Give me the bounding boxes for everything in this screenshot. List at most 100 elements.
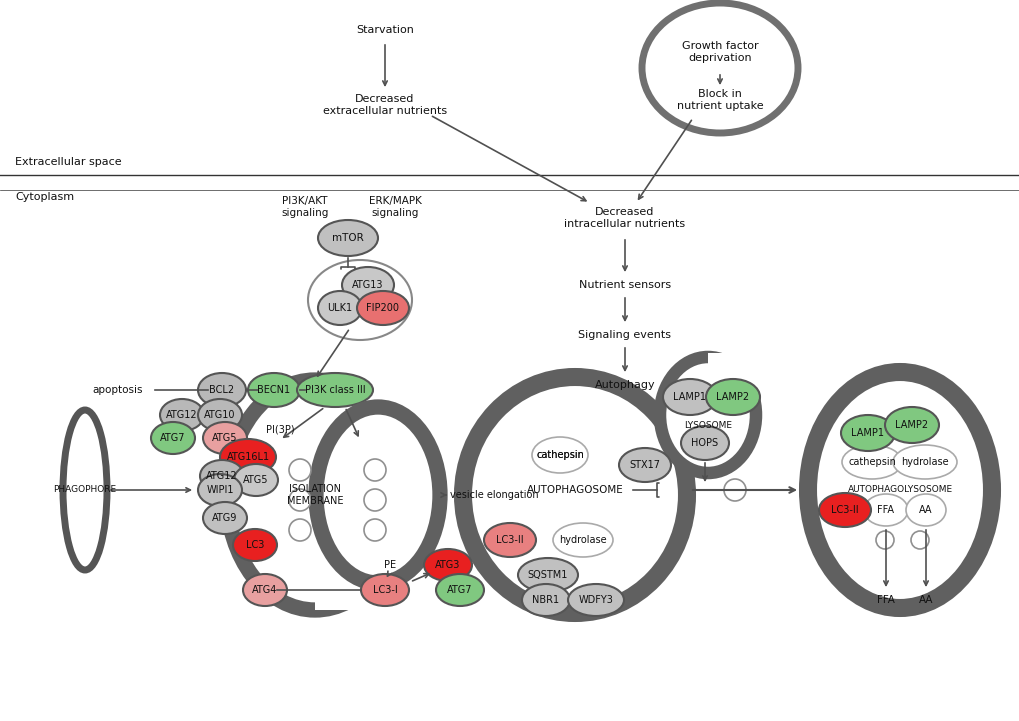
Ellipse shape <box>641 3 797 133</box>
Ellipse shape <box>522 584 570 616</box>
Ellipse shape <box>841 415 894 451</box>
Text: BCL2: BCL2 <box>209 385 234 395</box>
Text: LAMP1: LAMP1 <box>851 428 883 438</box>
Text: PI(3P): PI(3P) <box>265 425 294 435</box>
Text: ULK1: ULK1 <box>327 303 353 313</box>
Text: LYSOSOME: LYSOSOME <box>684 420 732 430</box>
Text: WIPI1: WIPI1 <box>206 485 233 495</box>
Text: hydrolase: hydrolase <box>558 535 606 545</box>
Ellipse shape <box>198 373 246 407</box>
Ellipse shape <box>357 291 409 325</box>
Text: AUTOPHAGOSOME: AUTOPHAGOSOME <box>526 485 623 495</box>
Text: WDFY3: WDFY3 <box>578 595 612 605</box>
Text: Nutrient sensors: Nutrient sensors <box>579 280 671 290</box>
Text: PI3K class III: PI3K class III <box>305 385 365 395</box>
Text: LAMP2: LAMP2 <box>715 392 749 402</box>
Ellipse shape <box>463 377 687 613</box>
Text: ERK/MAPK
signaling: ERK/MAPK signaling <box>368 196 421 218</box>
Text: LAMP1: LAMP1 <box>673 392 706 402</box>
Ellipse shape <box>532 437 587 473</box>
Ellipse shape <box>318 220 378 256</box>
Ellipse shape <box>316 407 439 583</box>
Ellipse shape <box>232 529 277 561</box>
Text: LAMP2: LAMP2 <box>895 420 927 430</box>
Ellipse shape <box>200 460 244 492</box>
Ellipse shape <box>619 448 671 482</box>
Circle shape <box>875 531 893 549</box>
Ellipse shape <box>518 558 578 592</box>
Text: Starvation: Starvation <box>356 25 414 35</box>
Ellipse shape <box>905 494 945 526</box>
Text: LC3-I: LC3-I <box>372 585 397 595</box>
Text: Extracellular space: Extracellular space <box>15 157 121 167</box>
Text: PI3K/AKT
signaling: PI3K/AKT signaling <box>281 196 328 218</box>
Circle shape <box>288 519 311 541</box>
Text: Decreased
extracellular nutrients: Decreased extracellular nutrients <box>323 94 446 116</box>
Ellipse shape <box>484 523 535 557</box>
Ellipse shape <box>220 439 276 475</box>
Ellipse shape <box>892 445 956 479</box>
Ellipse shape <box>659 357 755 473</box>
Ellipse shape <box>424 549 472 581</box>
Text: PE: PE <box>383 560 395 570</box>
Bar <box>315 380 415 610</box>
Text: LC3-II: LC3-II <box>830 505 858 515</box>
Text: Block in
nutrient uptake: Block in nutrient uptake <box>676 89 762 111</box>
Ellipse shape <box>681 426 729 460</box>
Text: FIP200: FIP200 <box>366 303 399 313</box>
Text: SQSTM1: SQSTM1 <box>527 570 568 580</box>
Text: Autophagy: Autophagy <box>594 380 654 390</box>
Text: Decreased
intracellular nutrients: Decreased intracellular nutrients <box>564 207 685 229</box>
Text: Growth factor
deprivation: Growth factor deprivation <box>681 41 757 63</box>
Ellipse shape <box>203 422 247 454</box>
Text: ATG4: ATG4 <box>252 585 277 595</box>
Text: HOPS: HOPS <box>691 438 717 448</box>
Circle shape <box>364 489 385 511</box>
Circle shape <box>364 519 385 541</box>
Text: AA: AA <box>918 505 931 515</box>
Text: ATG3: ATG3 <box>435 560 461 570</box>
Text: FFA: FFA <box>876 595 894 605</box>
Ellipse shape <box>662 379 716 415</box>
Ellipse shape <box>863 494 907 526</box>
Ellipse shape <box>818 493 870 527</box>
Text: ATG7: ATG7 <box>446 585 472 595</box>
Ellipse shape <box>552 523 612 557</box>
Text: LC3-II: LC3-II <box>495 535 524 545</box>
Text: ISOLATION
MEMBRANE: ISOLATION MEMBRANE <box>286 485 343 506</box>
Ellipse shape <box>705 379 759 415</box>
Text: BECN1: BECN1 <box>257 385 290 395</box>
Text: apoptosis: apoptosis <box>93 385 143 395</box>
Ellipse shape <box>308 260 412 340</box>
Text: ATG12: ATG12 <box>166 410 198 420</box>
Ellipse shape <box>198 399 242 431</box>
Ellipse shape <box>198 474 242 506</box>
Circle shape <box>723 479 745 501</box>
Text: LC3: LC3 <box>246 540 264 550</box>
Text: cathepsin: cathepsin <box>536 450 583 460</box>
Ellipse shape <box>248 373 300 407</box>
Ellipse shape <box>297 373 373 407</box>
Ellipse shape <box>233 464 278 496</box>
Text: ATG12: ATG12 <box>206 471 237 481</box>
Ellipse shape <box>341 267 393 303</box>
Circle shape <box>288 459 311 481</box>
Circle shape <box>910 531 928 549</box>
Text: vesicle elongation: vesicle elongation <box>449 490 538 500</box>
Text: Cytoplasm: Cytoplasm <box>15 192 74 202</box>
Ellipse shape <box>243 574 286 606</box>
Text: ATG5: ATG5 <box>212 433 237 443</box>
Text: ATG16L1: ATG16L1 <box>226 452 269 462</box>
Text: ATG10: ATG10 <box>204 410 235 420</box>
Bar <box>707 353 767 393</box>
Text: FFA: FFA <box>876 505 894 515</box>
Ellipse shape <box>568 584 624 616</box>
Ellipse shape <box>884 407 938 443</box>
Text: ATG7: ATG7 <box>160 433 185 443</box>
Ellipse shape <box>841 445 901 479</box>
Text: ATG13: ATG13 <box>352 280 383 290</box>
Ellipse shape <box>203 502 247 534</box>
Text: hydrolase: hydrolase <box>901 457 948 467</box>
Circle shape <box>288 489 311 511</box>
Text: cathepsin: cathepsin <box>536 450 583 460</box>
